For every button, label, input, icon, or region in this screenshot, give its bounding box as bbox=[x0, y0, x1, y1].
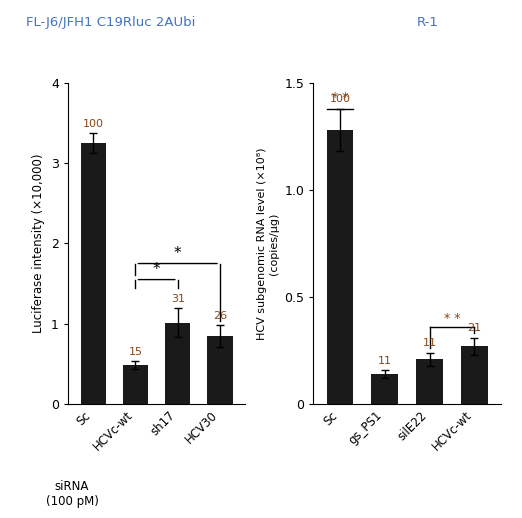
Y-axis label: Luciferase intensity (×10,000): Luciferase intensity (×10,000) bbox=[32, 154, 45, 333]
Bar bbox=[207, 336, 233, 404]
Text: 11: 11 bbox=[422, 338, 436, 349]
Text: 100: 100 bbox=[329, 94, 351, 104]
Text: 31: 31 bbox=[171, 294, 185, 305]
Text: 15: 15 bbox=[128, 347, 143, 357]
Text: * *: * * bbox=[444, 312, 460, 325]
Bar bbox=[327, 130, 353, 404]
Text: 26: 26 bbox=[213, 310, 227, 321]
Text: R-1: R-1 bbox=[417, 16, 439, 28]
Text: 11: 11 bbox=[378, 355, 392, 366]
Bar bbox=[371, 374, 398, 404]
Text: * *: * * bbox=[332, 91, 348, 104]
Bar bbox=[165, 323, 191, 404]
Text: *: * bbox=[153, 262, 160, 277]
Bar bbox=[461, 346, 488, 404]
Bar bbox=[123, 365, 148, 404]
Bar bbox=[80, 143, 106, 404]
Text: 100: 100 bbox=[82, 120, 104, 130]
Text: 21: 21 bbox=[467, 323, 481, 334]
Y-axis label: HCV subgenomic RNA level (×10⁸)
(copies/μg): HCV subgenomic RNA level (×10⁸) (copies/… bbox=[257, 147, 279, 340]
Text: siRNA
(100 pM): siRNA (100 pM) bbox=[45, 480, 99, 508]
Text: FL-J6/JFH1 C19Rluc 2AUbi: FL-J6/JFH1 C19Rluc 2AUbi bbox=[26, 16, 195, 28]
Text: *: * bbox=[174, 246, 182, 261]
Bar bbox=[416, 359, 443, 404]
